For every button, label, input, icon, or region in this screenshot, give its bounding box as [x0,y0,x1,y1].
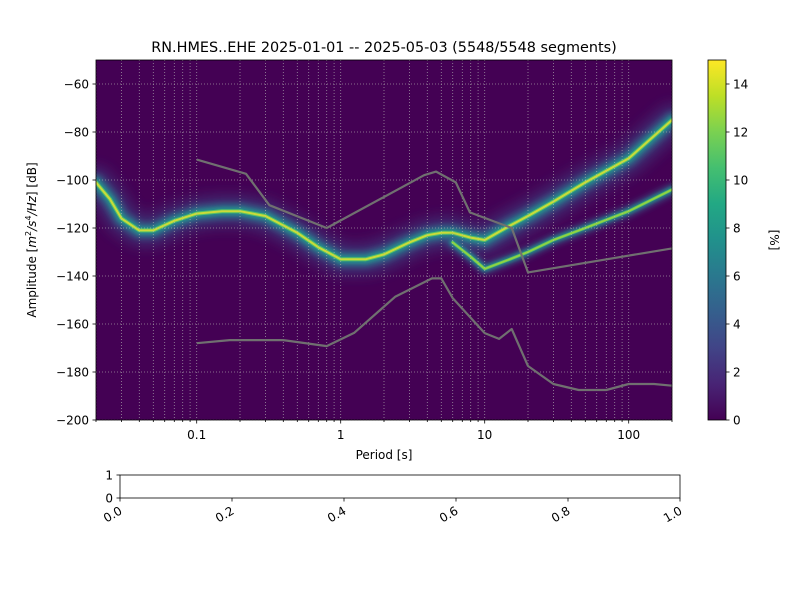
bottom-x-tick-label: 0.4 [325,504,349,526]
bottom-x-tick-label: 0.6 [437,504,461,526]
empty-bottom-panel: 0.0 0.2 0.4 0.6 0.8 1.0 01 [101,468,685,525]
colorbar-frame [707,59,727,421]
bottom-y-tick-label: 1 [105,468,113,482]
y-tick-label: −60 [64,77,89,91]
colorbar-tick-label: 8 [733,221,741,235]
x-tick-label: 0.1 [187,428,206,442]
y-tick-label: −180 [56,365,89,379]
x-axis-label: Period [s] [356,448,413,462]
y-axis-ticks: −60 −80 −100 −120 −140 −160 −180 −200 [56,77,96,427]
bottom-x-ticks: 0.0 0.2 0.4 0.6 0.8 1.0 [101,498,685,525]
colorbar-ticks: 0 2 4 6 8 10 12 14 [726,77,748,427]
bottom-y-ticks: 01 [105,468,120,505]
y-tick-label: −200 [56,413,89,427]
noise-model-low [196,277,672,392]
colorbar-label: [%] [767,230,781,251]
bottom-y-tick-label: 0 [105,491,113,505]
bottom-plot-frame [119,474,681,499]
bottom-x-tick-label: 0.8 [549,504,573,526]
colorbar-tick-label: 14 [733,77,748,91]
colorbar-tick-label: 10 [733,173,748,187]
colorbar-tick-label: 12 [733,125,748,139]
ridge-primary [96,105,672,275]
y-tick-label: −80 [64,125,89,139]
noise-models [196,158,672,392]
y-tick-label: −140 [56,269,89,283]
x-tick-label: 100 [617,428,640,442]
y-tick-label: −100 [56,173,89,187]
bottom-x-tick-label: 0.0 [101,504,125,526]
psd-heatmap-panel: RN.HMES..EHE 2025-01-01 -- 2025-05-03 (5… [24,40,673,462]
chart-title: RN.HMES..EHE 2025-01-01 -- 2025-05-03 (5… [151,40,616,56]
y-axis-label: Amplitude [m2/s4/Hz] [dB] [24,162,39,317]
y-tick-label: −160 [56,317,89,331]
density-ridges [96,105,672,275]
bottom-x-tick-label: 1.0 [661,504,685,526]
x-axis-ticks: 0.1 1 10 100 [95,420,673,442]
colorbar-tick-label: 2 [733,365,741,379]
x-tick-label: 10 [477,428,492,442]
colorbar-tick-label: 0 [733,413,741,427]
colorbar: 0 2 4 6 8 10 12 14 [%] [707,59,781,427]
grid-lines [95,60,673,421]
y-tick-label: −120 [56,221,89,235]
colorbar-tick-label: 6 [733,269,741,283]
x-tick-label: 1 [337,428,345,442]
ridge-band [96,119,672,261]
bottom-x-tick-label: 0.2 [213,504,237,526]
colorbar-gradient [708,60,726,420]
colorbar-tick-label: 4 [733,317,741,331]
noise-model-high [196,158,672,274]
